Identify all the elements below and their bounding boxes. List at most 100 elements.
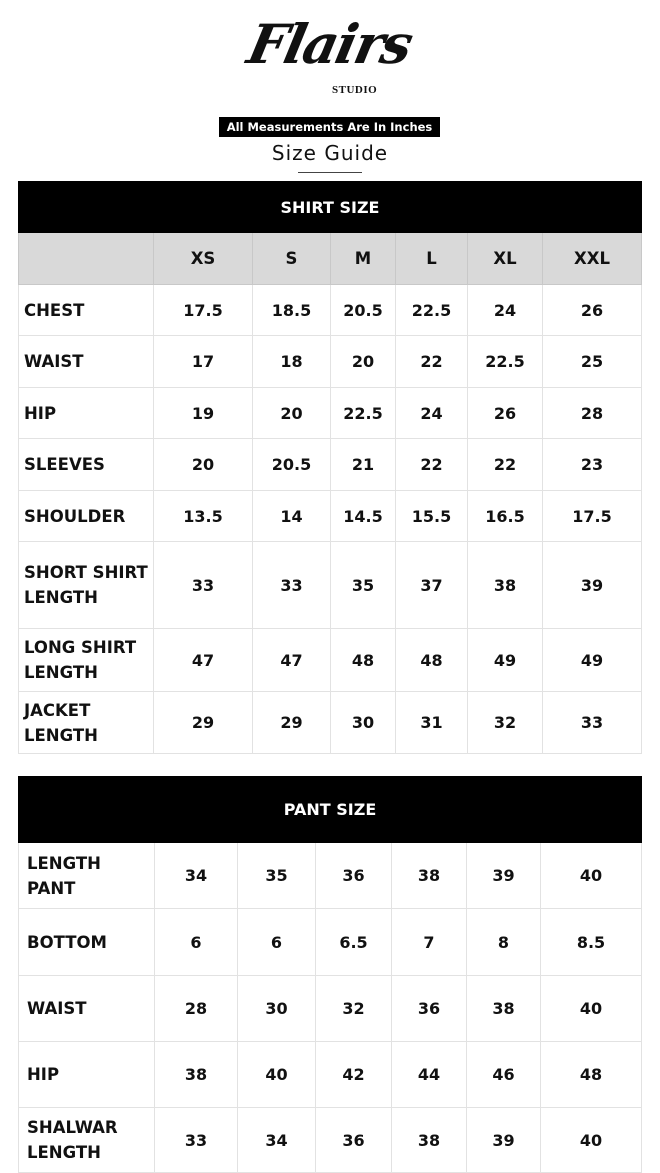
value-cell: 28 — [542, 387, 642, 439]
row-label: HIP — [18, 1041, 155, 1108]
empty-header-cell — [18, 232, 154, 285]
row-label: BOTTOM — [18, 908, 155, 976]
row-label: SHOULDER — [18, 490, 154, 542]
size-header: XXL — [542, 232, 642, 285]
value-cell: 22.5 — [330, 387, 396, 439]
value-cell: 38 — [391, 1107, 467, 1173]
table-row: JACKET LENGTH 29 29 30 31 32 33 — [18, 691, 642, 754]
value-cell: 29 — [252, 691, 331, 754]
value-cell: 18 — [252, 335, 331, 388]
table-title: PANT SIZE — [17, 776, 643, 843]
value-cell: 17 — [153, 335, 253, 388]
value-cell: 35 — [237, 842, 316, 909]
value-cell: 46 — [466, 1041, 541, 1108]
value-cell: 6.5 — [315, 908, 392, 976]
value-cell: 36 — [315, 1107, 392, 1173]
value-cell: 48 — [330, 628, 396, 692]
value-cell: 14 — [252, 490, 331, 542]
row-label: WAIST — [18, 335, 154, 388]
table-row: CHEST 17.5 18.5 20.5 22.5 24 26 — [18, 284, 642, 336]
value-cell: 8.5 — [539, 908, 643, 976]
value-cell: 22 — [395, 438, 468, 491]
value-cell: 8 — [466, 908, 541, 976]
value-cell: 21 — [330, 438, 396, 491]
size-header: L — [395, 232, 468, 285]
value-cell: 47 — [153, 628, 253, 692]
value-cell: 33 — [252, 541, 331, 629]
value-cell: 24 — [467, 284, 543, 336]
shirt-size-table: SHIRT SIZE XS S M L XL XXL CHEST 17.5 18.5 20.5 22.… — [18, 181, 642, 754]
value-cell: 30 — [237, 975, 316, 1042]
value-cell: 40 — [539, 1107, 643, 1173]
value-cell: 33 — [153, 541, 253, 629]
value-cell: 47 — [252, 628, 331, 692]
value-cell: 33 — [542, 691, 642, 754]
table-row: LENGTH PANT 34 35 36 38 39 40 — [18, 842, 643, 909]
value-cell: 42 — [315, 1041, 392, 1108]
value-cell: 36 — [391, 975, 467, 1042]
row-label: LENGTH PANT — [18, 842, 155, 909]
value-cell: 6 — [237, 908, 316, 976]
value-cell: 15.5 — [395, 490, 468, 542]
value-cell: 29 — [153, 691, 253, 754]
value-cell: 22 — [395, 335, 468, 388]
value-cell: 20.5 — [252, 438, 331, 491]
row-label: JACKET LENGTH — [18, 691, 154, 754]
row-label: WAIST — [18, 975, 155, 1042]
row-label: HIP — [18, 387, 154, 439]
table-title-row: PANT SIZE — [17, 776, 643, 843]
size-header-row: XS S M L XL XXL — [18, 232, 642, 285]
row-label: SHALWAR LENGTH — [18, 1107, 155, 1173]
value-cell: 32 — [467, 691, 543, 754]
value-cell: 35 — [330, 541, 396, 629]
size-header: S — [252, 232, 331, 285]
brand-logo: Flairs — [0, 12, 660, 76]
value-cell: 22.5 — [467, 335, 543, 388]
table-row: BOTTOM 6 6 6.5 7 8 8.5 — [18, 908, 643, 976]
value-cell: 38 — [466, 975, 541, 1042]
page-title: Size Guide — [271, 141, 389, 165]
value-cell: 49 — [542, 628, 642, 692]
value-cell: 20 — [330, 335, 396, 388]
table-row: SHORT SHIRT LENGTH 33 33 35 37 38 39 — [18, 541, 642, 629]
value-cell: 19 — [153, 387, 253, 439]
value-cell: 17.5 — [542, 490, 642, 542]
value-cell: 22 — [467, 438, 543, 491]
value-cell: 39 — [542, 541, 642, 629]
brand-name: Flairs — [242, 12, 418, 76]
row-label: SHORT SHIRT LENGTH — [18, 541, 154, 629]
value-cell: 26 — [542, 284, 642, 336]
table-row: SHOULDER 13.5 14 14.5 15.5 16.5 17.5 — [18, 490, 642, 542]
table-title-row: SHIRT SIZE — [18, 181, 642, 233]
value-cell: 16.5 — [467, 490, 543, 542]
title-divider — [298, 172, 362, 173]
row-label: CHEST — [18, 284, 154, 336]
row-label: LONG SHIRT LENGTH — [18, 628, 154, 692]
value-cell: 17.5 — [153, 284, 253, 336]
value-cell: 20 — [252, 387, 331, 439]
size-header: M — [330, 232, 396, 285]
value-cell: 34 — [154, 842, 238, 909]
value-cell: 40 — [539, 975, 643, 1042]
value-cell: 34 — [237, 1107, 316, 1173]
size-header: XL — [467, 232, 543, 285]
value-cell: 18.5 — [252, 284, 331, 336]
table-row: WAIST 17 18 20 22 22.5 25 — [18, 335, 642, 388]
value-cell: 26 — [467, 387, 543, 439]
value-cell: 36 — [315, 842, 392, 909]
value-cell: 24 — [395, 387, 468, 439]
value-cell: 20 — [153, 438, 253, 491]
value-cell: 38 — [467, 541, 543, 629]
value-cell: 48 — [539, 1041, 643, 1108]
size-header: XS — [153, 232, 253, 285]
row-label: SLEEVES — [18, 438, 154, 491]
table-row: WAIST 28 30 32 36 38 40 — [18, 975, 643, 1042]
value-cell: 31 — [395, 691, 468, 754]
value-cell: 28 — [154, 975, 238, 1042]
value-cell: 7 — [391, 908, 467, 976]
value-cell: 25 — [542, 335, 642, 388]
value-cell: 37 — [395, 541, 468, 629]
value-cell: 39 — [466, 842, 541, 909]
value-cell: 49 — [467, 628, 543, 692]
table-row: HIP 19 20 22.5 24 26 28 — [18, 387, 642, 439]
